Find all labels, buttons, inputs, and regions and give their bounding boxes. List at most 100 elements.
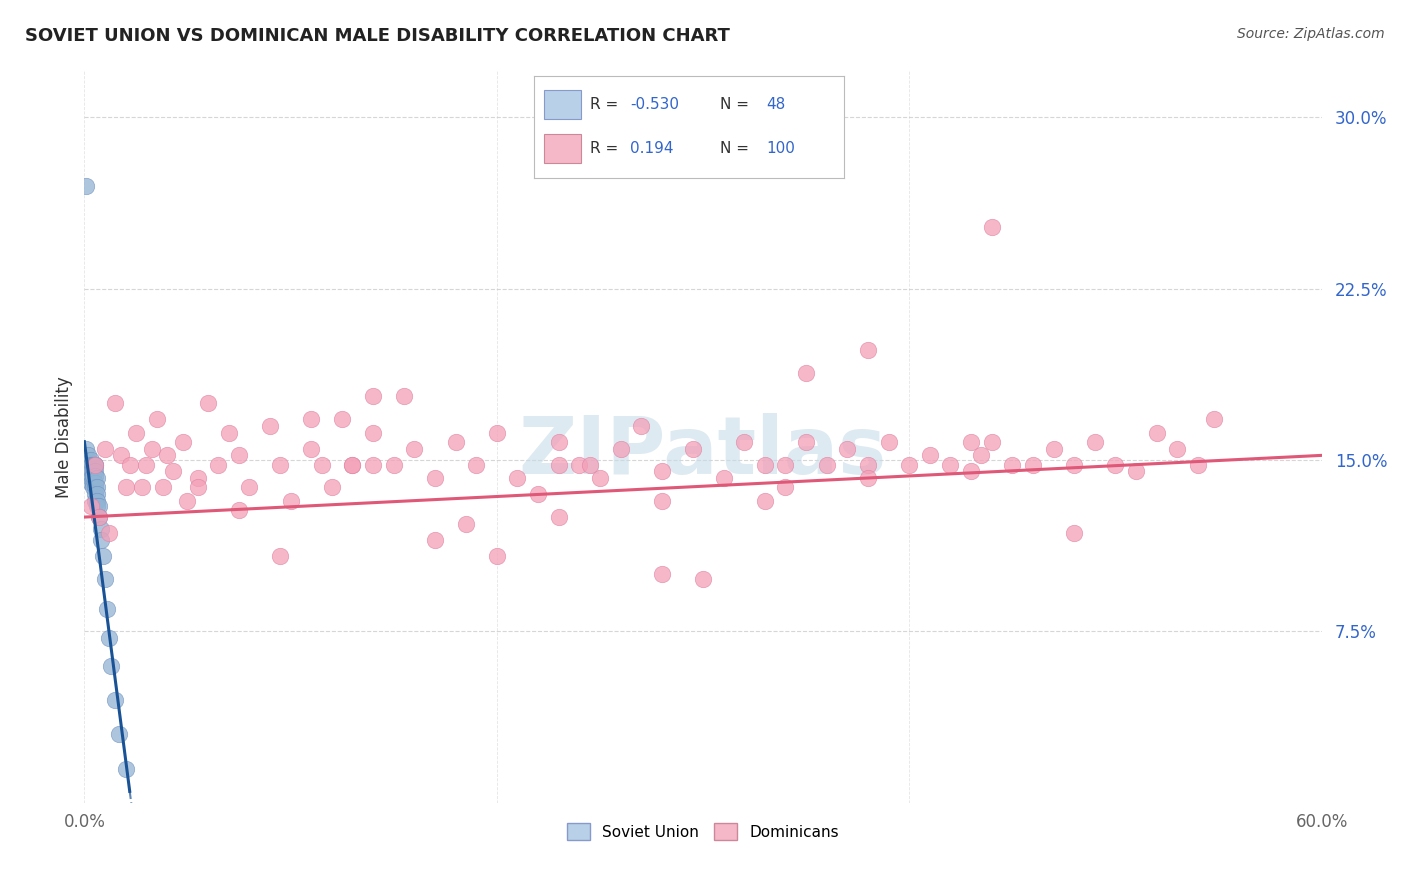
Point (269, 458, 291, 472)
Point (775, 458, 797, 472)
Point (630, 418, 652, 433)
Point (589, 471, 612, 485)
Point (382, 458, 405, 472)
Point (361, 425, 384, 440)
Point (94, 442, 117, 456)
Text: N =: N = (720, 141, 749, 156)
Point (392, 389, 415, 403)
Point (280, 494, 302, 508)
Text: 0.194: 0.194 (630, 141, 673, 156)
Point (1104, 458, 1126, 472)
Y-axis label: Male Disability: Male Disability (55, 376, 73, 498)
Point (423, 471, 446, 485)
Point (135, 458, 157, 472)
Point (970, 449, 993, 463)
Point (86, 499, 108, 513)
Bar (544, 135, 581, 163)
Point (485, 549, 508, 563)
Point (83, 475, 105, 490)
Point (299, 442, 322, 456)
Point (83, 487, 105, 501)
Point (114, 762, 136, 776)
Point (91, 549, 114, 563)
Point (259, 418, 281, 433)
Point (794, 366, 817, 380)
Point (77, 469, 100, 483)
Text: R =: R = (591, 97, 619, 112)
Point (162, 464, 184, 478)
Point (77, 453, 100, 467)
Point (1166, 442, 1188, 456)
Text: Source: ZipAtlas.com: Source: ZipAtlas.com (1237, 27, 1385, 41)
Point (114, 480, 136, 494)
Point (79, 458, 101, 472)
Point (342, 458, 364, 472)
Text: -0.530: -0.530 (630, 97, 679, 112)
Point (454, 516, 477, 531)
Point (815, 458, 838, 472)
Point (83, 469, 105, 483)
Point (79, 475, 101, 490)
Point (1022, 458, 1045, 472)
Point (87, 510, 110, 524)
Point (960, 434, 983, 449)
Point (361, 458, 384, 472)
Point (110, 449, 132, 463)
Point (794, 434, 817, 449)
Point (79, 469, 101, 483)
Point (527, 487, 550, 501)
Point (960, 464, 983, 478)
Point (82, 469, 104, 483)
Point (79, 471, 101, 485)
Point (361, 389, 384, 403)
Point (568, 458, 591, 472)
Point (218, 425, 240, 440)
Bar (544, 90, 581, 119)
Point (1063, 526, 1085, 541)
Point (506, 471, 529, 485)
Point (77, 449, 100, 463)
Point (104, 396, 127, 410)
Point (156, 449, 179, 463)
Point (83, 458, 105, 472)
Text: ZIPatlas: ZIPatlas (519, 413, 887, 491)
Point (187, 480, 209, 494)
Point (898, 458, 921, 472)
Point (651, 567, 673, 582)
Point (682, 442, 704, 456)
Point (1063, 458, 1085, 472)
Point (856, 471, 879, 485)
Point (86, 480, 108, 494)
Point (77, 458, 100, 472)
Point (82, 480, 104, 494)
Point (980, 434, 1002, 449)
Point (877, 434, 900, 449)
Point (90, 533, 112, 547)
Text: R =: R = (591, 141, 619, 156)
Point (172, 434, 194, 449)
Text: 100: 100 (766, 141, 796, 156)
Point (86, 494, 108, 508)
Point (238, 480, 260, 494)
Point (651, 494, 673, 508)
Point (837, 442, 859, 456)
Point (83, 458, 105, 472)
Point (77, 453, 100, 467)
Point (692, 572, 714, 586)
Point (754, 458, 776, 472)
Point (856, 458, 879, 472)
Point (82, 458, 104, 472)
Point (578, 458, 600, 472)
Point (342, 458, 364, 472)
Point (82, 464, 104, 478)
Text: SOVIET UNION VS DOMINICAN MALE DISABILITY CORRELATION CHART: SOVIET UNION VS DOMINICAN MALE DISABILIT… (25, 27, 730, 45)
Point (609, 442, 631, 456)
Point (79, 464, 101, 478)
Point (131, 480, 153, 494)
Point (141, 442, 163, 456)
Point (228, 449, 250, 463)
Point (980, 219, 1002, 234)
Point (87, 510, 110, 524)
Point (547, 434, 569, 449)
Point (713, 471, 735, 485)
